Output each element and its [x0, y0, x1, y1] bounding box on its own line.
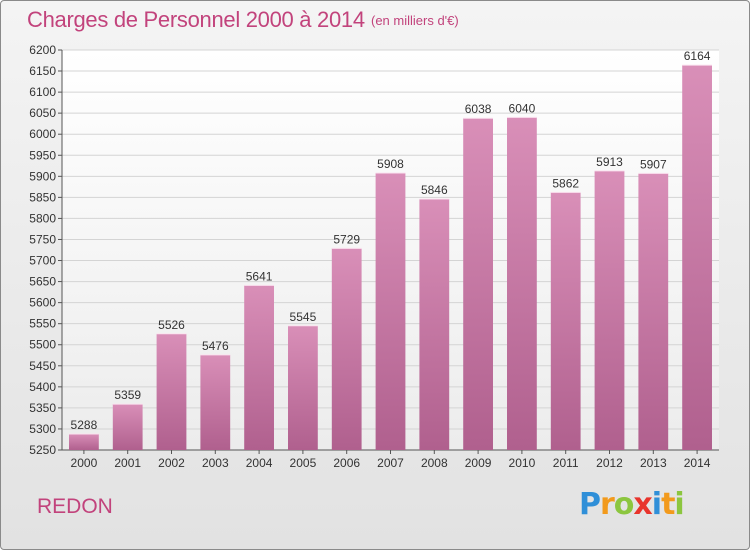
- logo-letter: o: [613, 487, 635, 522]
- x-tick-label: 2001: [114, 456, 141, 470]
- bar: [682, 65, 712, 450]
- y-tick-label: 5750: [29, 232, 56, 246]
- bar: [419, 199, 450, 450]
- bar: [244, 285, 274, 450]
- y-tick-label: 5350: [29, 401, 56, 415]
- data-label: 5913: [596, 155, 623, 169]
- y-tick-label: 5400: [29, 380, 56, 394]
- data-label: 5846: [421, 183, 448, 197]
- x-tick-label: 2011: [553, 456, 579, 470]
- x-tick-label: 2004: [246, 456, 273, 470]
- bar: [594, 170, 625, 450]
- y-tick-label: 5800: [29, 211, 56, 225]
- y-tick-label: 5900: [29, 169, 56, 183]
- chart-subtitle: (en milliers d'€): [371, 13, 459, 28]
- data-label: 5476: [202, 339, 229, 353]
- y-tick-label: 6100: [29, 85, 56, 99]
- bar: [200, 354, 231, 450]
- data-label: 5545: [290, 310, 317, 324]
- x-tick-label: 2003: [202, 456, 229, 470]
- logo-letter: P: [579, 487, 601, 522]
- y-tick-label: 6050: [29, 106, 56, 120]
- data-label: 6040: [509, 101, 536, 115]
- proxiti-logo[interactable]: Proxiti: [579, 487, 685, 522]
- chart-title: Charges de Personnel 2000 à 2014: [27, 7, 365, 32]
- y-tick-label: 5600: [29, 296, 56, 310]
- y-tick-label: 5500: [29, 338, 56, 352]
- x-tick-label: 2006: [333, 456, 360, 470]
- bar: [156, 333, 187, 450]
- logo-letter: i: [651, 487, 662, 522]
- x-tick-label: 2008: [421, 456, 448, 470]
- data-label: 5907: [640, 157, 667, 171]
- y-tick-label: 5550: [29, 317, 56, 331]
- bar: [112, 404, 143, 450]
- y-tick-label: 5450: [29, 359, 56, 373]
- y-tick-label: 5650: [29, 275, 56, 289]
- x-tick-label: 2013: [640, 456, 667, 470]
- data-label: 5641: [246, 269, 273, 283]
- data-label: 6164: [684, 49, 711, 63]
- data-label: 5288: [71, 418, 98, 432]
- x-tick-label: 2005: [290, 456, 317, 470]
- bar: [463, 118, 493, 451]
- bar: [638, 173, 669, 451]
- logo-letter: x: [633, 487, 652, 522]
- logo-letter: r: [600, 487, 615, 522]
- data-label: 5359: [114, 388, 141, 402]
- bar: [69, 434, 99, 450]
- y-tick-label: 6000: [29, 127, 56, 141]
- y-tick-label: 5250: [29, 443, 56, 457]
- data-label: 5862: [552, 176, 579, 190]
- bar: [331, 248, 362, 450]
- logo-letter: t: [661, 487, 675, 522]
- x-tick-label: 2007: [377, 456, 404, 470]
- x-tick-label: 2012: [596, 456, 623, 470]
- y-tick-label: 6200: [29, 43, 56, 57]
- y-tick-label: 5300: [29, 422, 56, 436]
- y-tick-label: 5850: [29, 190, 56, 204]
- x-tick-label: 2000: [71, 456, 98, 470]
- data-label: 5526: [158, 318, 185, 332]
- bar: [507, 117, 537, 451]
- data-label: 5908: [377, 157, 404, 171]
- city-name: REDON: [37, 495, 113, 518]
- x-tick-label: 2009: [465, 456, 492, 470]
- bar: [288, 325, 318, 450]
- bar: [550, 192, 581, 450]
- x-tick-label: 2010: [509, 456, 536, 470]
- y-tick-label: 6150: [29, 64, 56, 78]
- data-label: 5729: [333, 232, 360, 246]
- y-tick-label: 5700: [29, 254, 56, 268]
- x-tick-label: 2014: [684, 456, 711, 470]
- x-tick-label: 2002: [158, 456, 185, 470]
- data-label: 6038: [465, 102, 492, 116]
- logo-letter: i: [674, 487, 684, 522]
- y-tick-label: 5950: [29, 148, 56, 162]
- bar: [375, 172, 406, 450]
